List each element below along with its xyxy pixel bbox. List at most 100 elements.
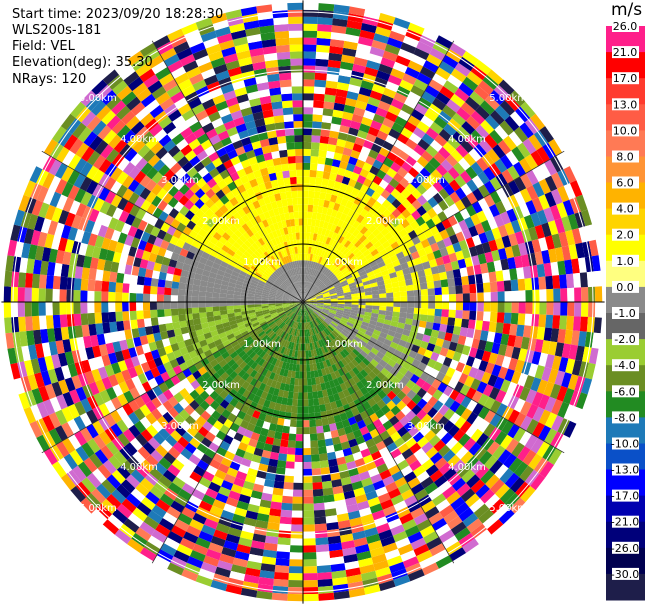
radar-gate-cell xyxy=(498,344,508,356)
radar-gate-cell xyxy=(312,107,324,116)
radar-gate-cell xyxy=(351,211,360,221)
radar-gate-cell xyxy=(400,262,409,270)
radar-gate-cell xyxy=(443,396,455,409)
radar-gate-cell xyxy=(402,329,411,337)
radar-gate-cell xyxy=(121,222,132,235)
radar-gate-cell xyxy=(413,78,429,91)
radar-gate-cell xyxy=(289,545,303,553)
radar-gate-cell xyxy=(237,441,249,452)
radar-gate-cell xyxy=(337,262,345,270)
radar-gate-cell xyxy=(240,307,248,312)
radar-gate-cell xyxy=(150,309,158,318)
radar-gate-cell xyxy=(407,115,421,127)
radar-gate-cell xyxy=(137,372,148,385)
radar-gate-cell xyxy=(484,409,496,424)
radar-gate-cell xyxy=(568,344,578,360)
radar-gate-cell xyxy=(186,426,198,438)
radar-gate-cell xyxy=(465,166,478,180)
radar-gate-cell xyxy=(435,91,451,105)
radar-gate-cell xyxy=(396,251,405,260)
radar-gate-cell xyxy=(234,333,243,341)
radar-gate-cell xyxy=(545,354,555,369)
radar-gate-cell xyxy=(550,328,560,343)
radar-gate-cell xyxy=(238,273,246,280)
radar-gate-cell xyxy=(344,296,352,300)
radar-gate-cell xyxy=(322,277,329,284)
radar-gate-cell xyxy=(443,183,455,196)
radar-gate-cell xyxy=(368,224,377,234)
radar-gate-cell xyxy=(320,213,327,222)
radar-gate-cell xyxy=(353,261,362,268)
radar-gate-cell xyxy=(439,323,448,333)
radar-gate-cell xyxy=(441,286,449,295)
radar-gate-cell xyxy=(413,543,430,557)
radar-gate-cell xyxy=(333,152,343,161)
radar-gate-cell xyxy=(405,437,417,449)
radar-gate-cell xyxy=(31,273,40,289)
radar-gate-cell xyxy=(556,152,570,170)
radar-gate-cell xyxy=(534,339,544,353)
radar-gate-cell xyxy=(291,321,296,328)
radar-gate-cell xyxy=(355,50,370,60)
radar-gate-cell xyxy=(392,311,400,318)
radar-gate-cell xyxy=(358,507,372,518)
radar-gate-cell xyxy=(447,215,458,227)
radar-gate-cell xyxy=(401,395,412,406)
radar-gate-cell xyxy=(483,282,491,293)
radar-gate-cell xyxy=(361,277,370,283)
radar-gate-cell xyxy=(311,128,322,136)
radar-gate-cell xyxy=(241,310,249,315)
radar-gate-cell xyxy=(181,569,199,582)
radar-gate-cell xyxy=(75,142,89,158)
radar-gate-cell xyxy=(34,343,45,359)
radar-gate-cell xyxy=(309,169,317,178)
radar-gate-cell xyxy=(368,215,378,225)
radar-gate-cell xyxy=(247,358,255,367)
radar-gate-cell xyxy=(220,284,229,290)
radar-gate-cell xyxy=(435,256,445,266)
radar-gate-cell xyxy=(323,352,329,361)
radar-gate-cell xyxy=(289,426,297,435)
radar-gate-cell xyxy=(377,214,387,224)
radar-gate-cell xyxy=(189,399,200,411)
radar-gate-cell xyxy=(389,271,398,279)
radar-gate-cell xyxy=(375,486,388,497)
radar-gate-cell xyxy=(106,493,122,509)
radar-gate-cell xyxy=(220,509,235,521)
radar-gate-cell xyxy=(552,315,561,329)
radar-gate-cell xyxy=(561,372,572,388)
radar-gate-cell xyxy=(346,574,363,584)
radar-gate-cell xyxy=(343,425,353,435)
radar-gate-cell xyxy=(121,369,132,382)
radar-gate-cell xyxy=(466,192,478,205)
radar-gate-cell xyxy=(213,529,228,541)
radar-gate-cell xyxy=(567,287,575,302)
radar-gate-cell xyxy=(220,457,233,468)
radar-gate-cell xyxy=(399,285,407,292)
radar-gate-cell xyxy=(536,441,551,458)
radar-gate-cell xyxy=(297,297,303,302)
radar-gate-cell xyxy=(323,268,330,275)
radar-gate-cell xyxy=(331,159,341,168)
radar-gate-cell xyxy=(477,339,487,351)
radar-gate-cell xyxy=(57,130,73,147)
radar-gate-cell xyxy=(87,279,96,292)
radar-gate-cell xyxy=(23,180,36,198)
radar-gate-cell xyxy=(324,87,337,96)
radar-gate-cell xyxy=(339,160,349,170)
radar-gate-cell xyxy=(170,430,182,442)
radar-gate-cell xyxy=(42,172,55,189)
radar-gate-cell xyxy=(519,202,531,218)
radar-gate-cell xyxy=(303,141,312,150)
radar-gate-cell xyxy=(246,560,262,571)
radar-gate-cell xyxy=(139,335,149,346)
radar-gate-cell xyxy=(311,320,316,328)
radar-gate-cell xyxy=(396,344,405,353)
radar-gate-cell xyxy=(412,161,425,173)
radar-gate-cell xyxy=(270,333,277,340)
radar-gate-cell xyxy=(410,177,422,189)
radar-gate-cell xyxy=(450,68,467,83)
radar-gate-cell xyxy=(414,172,426,184)
radar-gate-cell xyxy=(588,239,599,257)
radar-gate-cell xyxy=(252,321,260,328)
